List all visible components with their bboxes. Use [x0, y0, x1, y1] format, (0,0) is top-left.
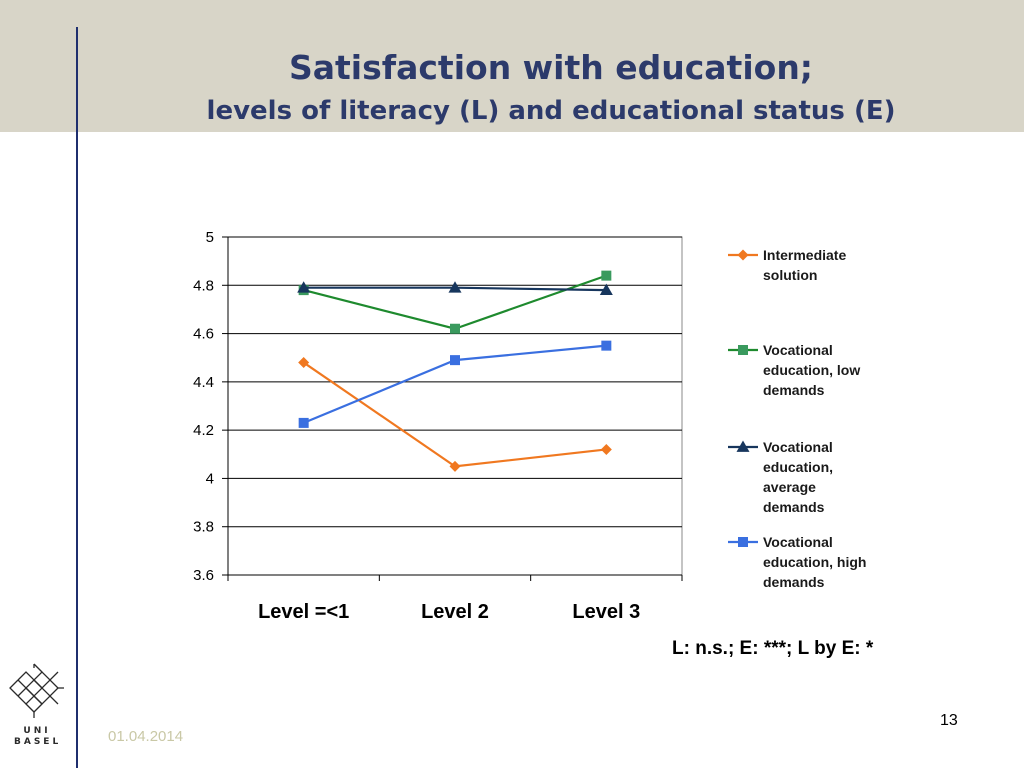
legend-label: Intermediate — [763, 247, 846, 263]
slide-date: 01.04.2014 — [108, 728, 184, 745]
y-tick-label: 4.6 — [193, 326, 214, 343]
x-category-label: Level =<1 — [258, 601, 349, 623]
data-point — [601, 340, 612, 351]
data-point — [450, 323, 460, 334]
data-point — [601, 270, 612, 281]
logo-text-uni: UNI — [23, 726, 51, 736]
legend-swatch-marker — [738, 537, 748, 547]
y-tick-label: 4.4 — [193, 374, 214, 391]
y-tick-label: 3.6 — [193, 567, 214, 584]
vertical-rule — [76, 27, 78, 768]
y-tick-label: 3.8 — [193, 519, 214, 536]
slide-title: Satisfaction with education; — [288, 48, 814, 87]
legend-label: average — [763, 479, 816, 495]
statistics-note: L: n.s.; E: ***; L by E: * — [672, 638, 874, 659]
page-number: 13 — [940, 712, 958, 729]
legend-label: demands — [763, 382, 825, 398]
data-point — [449, 460, 461, 472]
y-tick-label: 4.8 — [193, 277, 214, 294]
x-category-label: Level 3 — [572, 601, 640, 623]
legend-label: Vocational — [763, 439, 833, 455]
series-line — [303, 361, 607, 468]
header-band — [0, 0, 1024, 132]
y-tick-label: 4 — [206, 470, 214, 487]
data-point — [298, 417, 309, 428]
data-point — [600, 443, 612, 455]
y-tick-label: 4.2 — [193, 422, 214, 439]
data-point — [450, 355, 460, 366]
legend-label: education, low — [763, 362, 860, 378]
legend-label: Vocational — [763, 534, 833, 550]
legend-label: demands — [763, 574, 825, 590]
legend-label: solution — [763, 267, 817, 283]
legend-label: education, — [763, 459, 833, 475]
x-category-label: Level 2 — [421, 601, 489, 623]
data-point — [297, 281, 311, 293]
legend-swatch-marker — [736, 440, 750, 452]
legend-swatch-marker — [737, 249, 749, 261]
y-tick-label: 5 — [206, 229, 214, 246]
data-point — [599, 283, 613, 295]
data-point — [448, 281, 462, 293]
legend-swatch-marker — [738, 345, 748, 355]
logo-text-basel: BASEL — [14, 737, 62, 747]
legend-label: education, high — [763, 554, 866, 570]
data-point — [298, 357, 310, 369]
legend-label: Vocational — [763, 342, 833, 358]
slide-subtitle: levels of literacy (L) and educational s… — [206, 96, 896, 126]
university-logo-icon — [9, 663, 64, 718]
legend-label: demands — [763, 499, 825, 515]
